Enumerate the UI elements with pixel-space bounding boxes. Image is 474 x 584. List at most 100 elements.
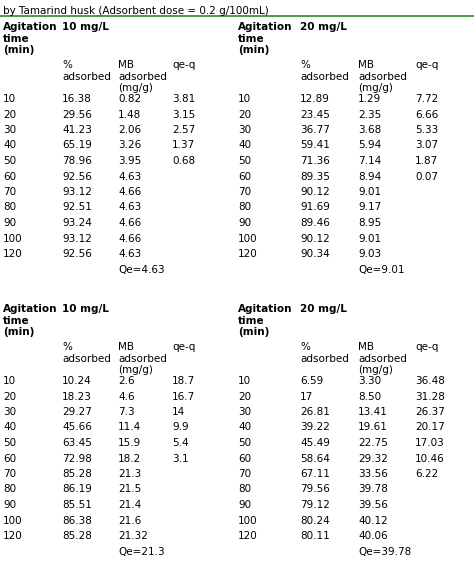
Text: 70: 70 bbox=[3, 187, 16, 197]
Text: 39.22: 39.22 bbox=[300, 422, 330, 433]
Text: 9.01: 9.01 bbox=[358, 234, 381, 244]
Text: 60: 60 bbox=[3, 172, 16, 182]
Text: 31.28: 31.28 bbox=[415, 391, 445, 402]
Text: 20 mg/L: 20 mg/L bbox=[300, 22, 347, 32]
Text: %
adsorbed: % adsorbed bbox=[62, 342, 111, 364]
Text: 4.63: 4.63 bbox=[118, 172, 141, 182]
Text: 20.17: 20.17 bbox=[415, 422, 445, 433]
Text: 9.17: 9.17 bbox=[358, 203, 381, 213]
Text: 58.64: 58.64 bbox=[300, 454, 330, 464]
Text: 29.27: 29.27 bbox=[62, 407, 92, 417]
Text: 4.6: 4.6 bbox=[118, 391, 135, 402]
Text: 6.59: 6.59 bbox=[300, 376, 323, 386]
Text: 65.19: 65.19 bbox=[62, 141, 92, 151]
Text: 17.03: 17.03 bbox=[415, 438, 445, 448]
Text: 89.46: 89.46 bbox=[300, 218, 330, 228]
Text: 92.56: 92.56 bbox=[62, 172, 92, 182]
Text: Agitation
time
(min): Agitation time (min) bbox=[238, 22, 292, 55]
Text: 92.56: 92.56 bbox=[62, 249, 92, 259]
Text: 21.32: 21.32 bbox=[118, 531, 148, 541]
Text: 15.9: 15.9 bbox=[118, 438, 141, 448]
Text: 5.33: 5.33 bbox=[415, 125, 438, 135]
Text: 20: 20 bbox=[3, 391, 16, 402]
Text: 45.49: 45.49 bbox=[300, 438, 330, 448]
Text: 79.12: 79.12 bbox=[300, 500, 330, 510]
Text: 13.41: 13.41 bbox=[358, 407, 388, 417]
Text: qe-q: qe-q bbox=[415, 60, 438, 70]
Text: 1.87: 1.87 bbox=[415, 156, 438, 166]
Text: 10.24: 10.24 bbox=[62, 376, 92, 386]
Text: 40: 40 bbox=[238, 141, 251, 151]
Text: 30: 30 bbox=[238, 125, 251, 135]
Text: 90: 90 bbox=[3, 218, 16, 228]
Text: 10: 10 bbox=[238, 376, 251, 386]
Text: 50: 50 bbox=[3, 156, 16, 166]
Text: 0.07: 0.07 bbox=[415, 172, 438, 182]
Text: 26.37: 26.37 bbox=[415, 407, 445, 417]
Text: 120: 120 bbox=[3, 249, 23, 259]
Text: 2.35: 2.35 bbox=[358, 110, 381, 120]
Text: 93.12: 93.12 bbox=[62, 187, 92, 197]
Text: 0.68: 0.68 bbox=[172, 156, 195, 166]
Text: 17: 17 bbox=[300, 391, 313, 402]
Text: 11.4: 11.4 bbox=[118, 422, 141, 433]
Text: 90.12: 90.12 bbox=[300, 234, 330, 244]
Text: 120: 120 bbox=[238, 249, 258, 259]
Text: 36.77: 36.77 bbox=[300, 125, 330, 135]
Text: 100: 100 bbox=[3, 234, 23, 244]
Text: 89.35: 89.35 bbox=[300, 172, 330, 182]
Text: 4.63: 4.63 bbox=[118, 203, 141, 213]
Text: 3.15: 3.15 bbox=[172, 110, 195, 120]
Text: 29.56: 29.56 bbox=[62, 110, 92, 120]
Text: 20: 20 bbox=[238, 391, 251, 402]
Text: 45.66: 45.66 bbox=[62, 422, 92, 433]
Text: 80.24: 80.24 bbox=[300, 516, 330, 526]
Text: 4.66: 4.66 bbox=[118, 218, 141, 228]
Text: 10: 10 bbox=[3, 376, 16, 386]
Text: 80: 80 bbox=[3, 485, 16, 495]
Text: 23.45: 23.45 bbox=[300, 110, 330, 120]
Text: 60: 60 bbox=[3, 454, 16, 464]
Text: 12.89: 12.89 bbox=[300, 94, 330, 104]
Text: 40: 40 bbox=[3, 422, 16, 433]
Text: 1.29: 1.29 bbox=[358, 94, 381, 104]
Text: 39.56: 39.56 bbox=[358, 500, 388, 510]
Text: 80: 80 bbox=[238, 203, 251, 213]
Text: 60: 60 bbox=[238, 454, 251, 464]
Text: 120: 120 bbox=[238, 531, 258, 541]
Text: 5.4: 5.4 bbox=[172, 438, 189, 448]
Text: 85.28: 85.28 bbox=[62, 531, 92, 541]
Text: 18.7: 18.7 bbox=[172, 376, 195, 386]
Text: 41.23: 41.23 bbox=[62, 125, 92, 135]
Text: 59.41: 59.41 bbox=[300, 141, 330, 151]
Text: 79.56: 79.56 bbox=[300, 485, 330, 495]
Text: 10: 10 bbox=[238, 94, 251, 104]
Text: 21.5: 21.5 bbox=[118, 485, 141, 495]
Text: 80: 80 bbox=[3, 203, 16, 213]
Text: 20 mg/L: 20 mg/L bbox=[300, 304, 347, 314]
Text: MB
adsorbed
(mg/g): MB adsorbed (mg/g) bbox=[358, 60, 407, 93]
Text: 30: 30 bbox=[3, 407, 16, 417]
Text: 40: 40 bbox=[238, 422, 251, 433]
Text: 7.14: 7.14 bbox=[358, 156, 381, 166]
Text: 40.12: 40.12 bbox=[358, 516, 388, 526]
Text: 0.82: 0.82 bbox=[118, 94, 141, 104]
Text: 30: 30 bbox=[3, 125, 16, 135]
Text: 10 mg/L: 10 mg/L bbox=[62, 22, 109, 32]
Text: 22.75: 22.75 bbox=[358, 438, 388, 448]
Text: 18.2: 18.2 bbox=[118, 454, 141, 464]
Text: 92.51: 92.51 bbox=[62, 203, 92, 213]
Text: %
adsorbed: % adsorbed bbox=[300, 60, 349, 82]
Text: %
adsorbed: % adsorbed bbox=[300, 342, 349, 364]
Text: 10.46: 10.46 bbox=[415, 454, 445, 464]
Text: 70: 70 bbox=[238, 469, 251, 479]
Text: 18.23: 18.23 bbox=[62, 391, 92, 402]
Text: 70: 70 bbox=[3, 469, 16, 479]
Text: Agitation
time
(min): Agitation time (min) bbox=[3, 304, 57, 337]
Text: 3.1: 3.1 bbox=[172, 454, 189, 464]
Text: 3.68: 3.68 bbox=[358, 125, 381, 135]
Text: 10 mg/L: 10 mg/L bbox=[62, 304, 109, 314]
Text: 2.57: 2.57 bbox=[172, 125, 195, 135]
Text: 86.19: 86.19 bbox=[62, 485, 92, 495]
Text: 21.6: 21.6 bbox=[118, 516, 141, 526]
